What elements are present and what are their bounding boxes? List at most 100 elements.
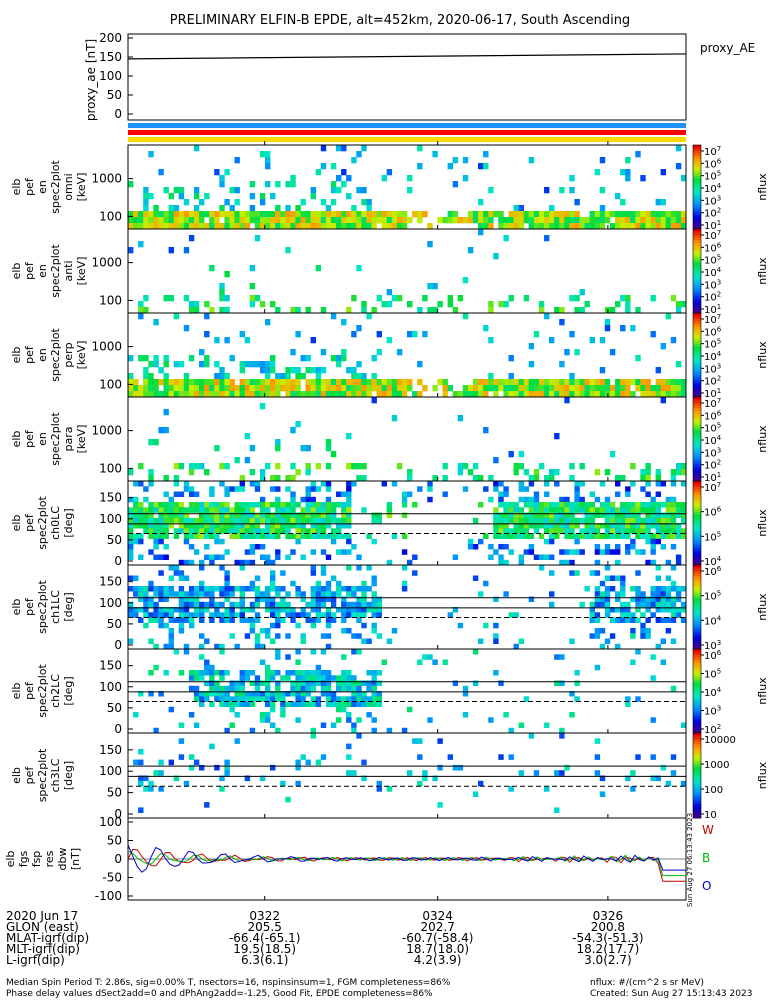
spectrogram-cell [564,223,570,230]
spectrogram-cell [249,559,256,566]
proxy-ae-ytick-label: 150 [99,50,122,64]
spectrogram-cell [214,691,220,697]
spectrogram-cell [341,379,347,386]
spectrogram-cell [478,211,484,218]
spectrogram-cell [310,481,316,487]
spectrogram-cell [670,685,677,692]
spectrogram-cell [148,523,154,529]
spectrogram-cell [188,675,195,681]
spectrogram-cell [615,301,621,308]
spectrogram-cell [609,607,616,613]
spectrogram-cell [143,528,149,534]
spectrogram-cell [346,612,352,618]
spectrogram-cell [518,533,524,539]
spectrogram-cell [295,373,301,380]
spectrogram-cell [655,367,661,374]
spectrogram-cell [219,538,225,545]
spectrogram-cell [609,451,616,458]
spectrogram-cell [493,638,499,644]
spectrogram-cell [559,512,565,518]
spectrogram-cell [675,533,682,539]
spectrogram-cell [625,223,631,230]
spectrogram-cell [163,554,169,560]
spectrogram-ylabel: elb [10,263,23,280]
spectrogram-cell [442,391,448,398]
spectrogram-cell [503,559,509,566]
spectrogram-cell [315,533,322,539]
spectrogram-cell [645,217,651,224]
spectrogram-cell [615,544,621,550]
spectrogram-cell [270,675,276,681]
spectrogram-cell [183,612,190,618]
spectrogram-cell [523,549,530,555]
spectrogram-cell [371,675,377,681]
spectrogram-cell [310,217,316,224]
spectrogram-cell [341,706,347,713]
spectrogram-cell [635,754,641,760]
spectrogram-cell [193,217,200,224]
spectrogram-cell [254,391,261,398]
spectrogram-cell [199,586,205,592]
spectrogram-cell [265,502,271,508]
spectrogram-cell [620,528,626,534]
spectrogram-cell [609,223,616,230]
spectrogram-cell [280,570,286,576]
colorbar-tick-label: 105 [704,254,721,267]
spectrogram-ylabel: [keV] [75,257,88,286]
spectrogram-cell [290,496,296,503]
spectrogram-cell [183,512,190,518]
spectrogram-cell [533,496,540,503]
spectrogram-cell [594,528,601,534]
spectrogram-cell [604,601,611,608]
spectrogram-cell [625,301,631,308]
spectrogram-ylabel: elb [10,515,23,532]
spectrogram-cell [188,559,195,566]
spectrogram-cell [295,675,301,681]
spectrogram-cell [346,481,352,487]
spectrogram-cell [254,235,261,242]
spectrogram-cell [219,591,225,597]
spectrogram-cell [199,580,205,587]
spectrogram-cell [259,696,266,702]
spectrogram-cell [518,385,524,392]
spectrogram-cell [609,575,616,581]
spectrogram-cell [670,638,677,644]
spectrogram-ylabel: spec2plot [36,664,49,718]
spectrogram-cell [437,764,443,771]
spectrogram-cell [554,385,560,392]
spectrogram-cell [650,496,656,503]
spectrogram-cell [533,512,540,518]
spectrogram-cell [670,528,677,534]
spectrogram-cell [564,533,570,539]
spectrogram-cells [128,145,687,230]
spectrogram-cell [457,764,464,771]
spectrogram-cell [219,481,225,487]
spectrogram-cell [518,722,524,728]
spectrogram-cell [249,391,256,398]
spectrogram-cell [635,617,641,623]
spectrogram-cell [371,670,377,676]
spectrogram-cell [168,295,174,302]
spectrogram-cell [275,617,281,623]
spectrogram-cell [325,481,332,487]
spectrogram-cell [239,586,245,592]
spectrogram-cell [371,538,377,545]
spectrogram-cell [645,481,651,487]
spectrogram-cell [224,617,230,623]
spectrogram-cell [361,596,367,602]
spectrogram-cell [148,379,154,386]
spectrogram-cell [483,391,489,398]
spectrogram-cell [244,701,251,707]
spectrogram-cell [295,528,301,534]
spectrogram-cell [320,685,327,692]
spectrogram-cell [128,517,134,524]
spectrogram-cell [386,217,393,224]
spectrogram-cell [219,367,225,374]
spectrogram-cell [265,528,271,534]
spectrogram-cell [234,512,240,518]
spectrogram-cell [214,670,220,676]
spectrogram-cell [285,486,291,492]
spectrogram-cell [148,481,154,487]
spectrogram-cell [325,622,332,629]
